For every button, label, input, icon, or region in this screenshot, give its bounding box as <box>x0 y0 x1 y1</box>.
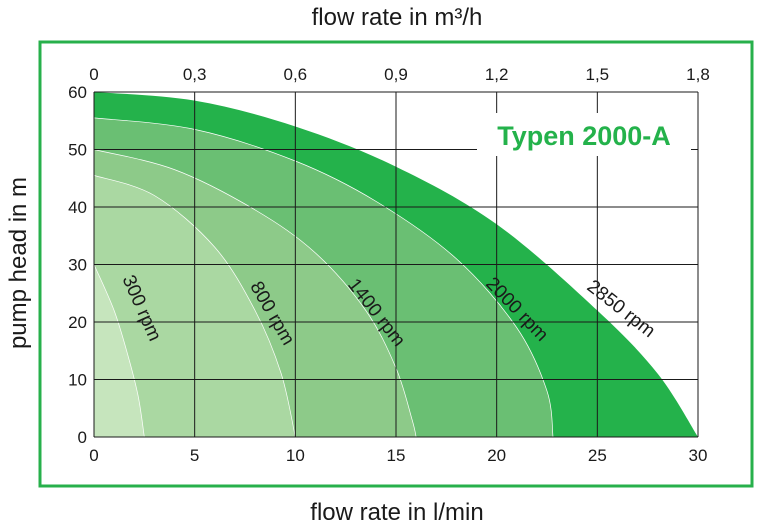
x2-tick-label: 0,3 <box>183 65 207 84</box>
x-tick-label: 25 <box>588 446 607 465</box>
y-tick-label: 30 <box>68 256 87 275</box>
y-tick-label: 10 <box>68 371 87 390</box>
x2-tick-label: 1,5 <box>586 65 610 84</box>
y-tick-label: 50 <box>68 141 87 160</box>
x-tick-label: 30 <box>689 446 708 465</box>
title-badge-bg <box>477 113 691 156</box>
x-tick-label: 20 <box>487 446 506 465</box>
chart-frame <box>38 40 754 488</box>
x-tick-label: 10 <box>286 446 305 465</box>
top-axis-title: flow rate in m³/h <box>312 4 483 31</box>
bottom-axis-title: flow rate in l/min <box>310 499 483 526</box>
x2-tick-label: 1,8 <box>686 65 710 84</box>
area-300-rpm <box>93 264 145 438</box>
x-tick-label: 0 <box>89 446 98 465</box>
x-tick-label: 15 <box>387 446 406 465</box>
axis-ticks: 0 5 10 15 20 25 30 0 0,3 0,6 0,9 1,2 1,5 1,8 0 10 20 30 40… <box>68 65 710 465</box>
y-axis-title: pump head in m <box>5 177 32 349</box>
chart-title: Typen 2000-A <box>497 121 671 151</box>
y-tick-label: 60 <box>68 83 87 102</box>
curve-areas <box>93 92 698 438</box>
x-tick-label: 5 <box>190 446 199 465</box>
y-tick-label: 40 <box>68 198 87 217</box>
y-tick-label: 20 <box>68 313 87 332</box>
x2-tick-label: 1,2 <box>485 65 509 84</box>
x2-tick-label: 0 <box>89 65 98 84</box>
x2-tick-label: 0,9 <box>384 65 408 84</box>
grid-lines <box>93 91 699 438</box>
y-tick-label: 0 <box>78 428 87 447</box>
x2-tick-label: 0,6 <box>284 65 308 84</box>
